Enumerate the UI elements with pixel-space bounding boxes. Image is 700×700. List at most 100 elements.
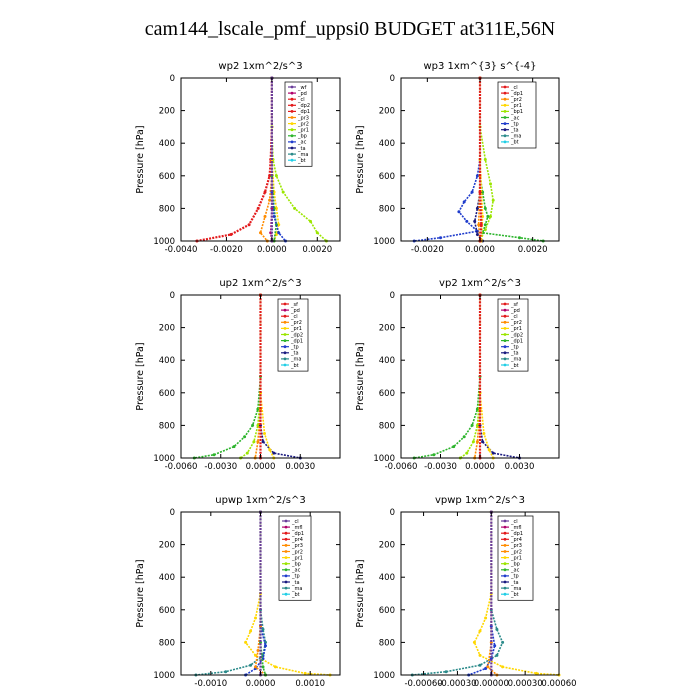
- legend-entry: _ac: [291, 568, 301, 574]
- legend-entry: _mfl: [291, 525, 303, 531]
- legend-marker: [284, 586, 288, 590]
- legend-entry: _ta: [291, 580, 300, 586]
- series-marker: [489, 215, 492, 218]
- series-marker: [281, 190, 285, 194]
- series-marker: [483, 206, 487, 210]
- series-marker: [478, 653, 482, 657]
- legend-marker: [290, 85, 294, 89]
- legend-marker: [503, 339, 507, 342]
- legend-marker: [290, 146, 294, 150]
- panel-title: vpwp 1xm^2/s^3: [435, 495, 525, 506]
- series-marker: [489, 182, 492, 186]
- legend-entry: _ma: [291, 586, 302, 592]
- panel-title: vp2 1xm^2/s^3: [439, 278, 521, 289]
- legend-entry: _pr3: [291, 543, 303, 549]
- figure-title: cam144_lscale_pmf_uppsi0 BUDGET at311E,5…: [144, 18, 556, 40]
- series-marker: [249, 663, 253, 667]
- legend-marker: [284, 562, 288, 566]
- x-tick-label: 0.0000: [465, 462, 495, 472]
- y-tick-label: 400: [159, 139, 175, 149]
- legend-marker: [283, 320, 287, 324]
- series-marker: [252, 440, 256, 444]
- y-tick-label: 800: [159, 421, 175, 431]
- legend-marker: [503, 134, 507, 138]
- series-marker: [486, 665, 490, 669]
- series-marker: [477, 223, 481, 227]
- legend-marker: [290, 122, 294, 125]
- legend-entry: _bt: [510, 363, 519, 369]
- series-line: [194, 295, 262, 459]
- y-tick-label: 800: [379, 638, 395, 648]
- y-tick-label: 0: [170, 291, 175, 301]
- legend-marker: [290, 110, 294, 113]
- legend-entry: _ma: [510, 586, 521, 592]
- legend-entry: _mfl: [510, 525, 522, 531]
- series-marker: [475, 206, 479, 210]
- legend-marker: [284, 592, 288, 596]
- series-marker: [232, 445, 236, 449]
- chart-panel: up2 1xm^2/s^3 Pressure [hPa] 0 200 400 600 800…: [135, 278, 341, 472]
- y-tick-label: 1000: [373, 454, 395, 464]
- plot-frame: [180, 77, 341, 242]
- series-marker: [495, 627, 499, 631]
- series-marker: [534, 671, 538, 675]
- series-marker: [491, 198, 495, 202]
- series-marker: [465, 451, 469, 455]
- series-marker: [256, 206, 260, 210]
- series-line: [195, 512, 267, 676]
- series-marker: [484, 667, 488, 670]
- legend-marker: [284, 525, 288, 529]
- legend-entry: _bp1: [510, 109, 523, 115]
- legend-marker: [283, 314, 287, 318]
- y-tick-label: 600: [379, 389, 395, 399]
- legend-marker: [283, 363, 287, 367]
- legend-marker: [283, 339, 287, 342]
- series-marker: [249, 629, 253, 633]
- series-marker: [224, 670, 228, 674]
- legend-entry: _bt: [290, 363, 299, 369]
- legend-entry: _wf: [297, 85, 307, 91]
- x-tick-label: -0.0060: [165, 462, 198, 472]
- legend-marker: [503, 314, 507, 318]
- legend-entry: _bp: [291, 562, 301, 568]
- series-marker: [254, 616, 257, 620]
- x-tick-label: 0.0000: [465, 245, 495, 255]
- legend-marker: [503, 586, 507, 590]
- legend-marker: [503, 363, 507, 367]
- y-tick-label: 400: [379, 356, 395, 366]
- series-marker: [478, 190, 482, 194]
- legend-marker: [284, 537, 288, 541]
- series-marker: [472, 640, 476, 644]
- y-tick-label: 400: [379, 139, 395, 149]
- legend-entry: _pr2: [510, 97, 522, 103]
- series-marker: [256, 440, 260, 444]
- series-marker: [486, 215, 490, 218]
- y-tick-label: 0: [390, 291, 395, 301]
- legend-marker: [284, 550, 288, 553]
- legend-entry: _bt: [510, 592, 519, 598]
- series-marker: [478, 663, 482, 667]
- series-marker: [293, 206, 297, 210]
- legend-marker: [283, 357, 287, 361]
- legend-marker: [503, 568, 507, 572]
- legend-marker: [503, 537, 507, 541]
- legend-entry: _ac: [510, 568, 520, 574]
- legend-entry: _pr1: [297, 128, 309, 134]
- series-marker: [272, 451, 276, 455]
- legend-marker: [503, 351, 507, 355]
- legend-marker: [283, 327, 287, 330]
- series-marker: [268, 198, 272, 202]
- legend-entry: _dp2: [290, 332, 303, 338]
- legend-entry: _dp1: [291, 531, 304, 537]
- legend-entry: _ma: [297, 152, 308, 158]
- legend-entry: _pr2: [291, 549, 303, 555]
- series-marker: [518, 236, 521, 240]
- series-marker: [244, 640, 248, 644]
- series-marker: [462, 435, 466, 439]
- x-tick-label: -0.0020: [411, 245, 444, 255]
- y-tick-label: 0: [390, 508, 395, 518]
- legend-entry: _pr1: [510, 326, 522, 332]
- y-axis-label: Pressure [hPa]: [355, 125, 366, 193]
- series-line: [254, 295, 262, 459]
- series-marker: [263, 432, 266, 435]
